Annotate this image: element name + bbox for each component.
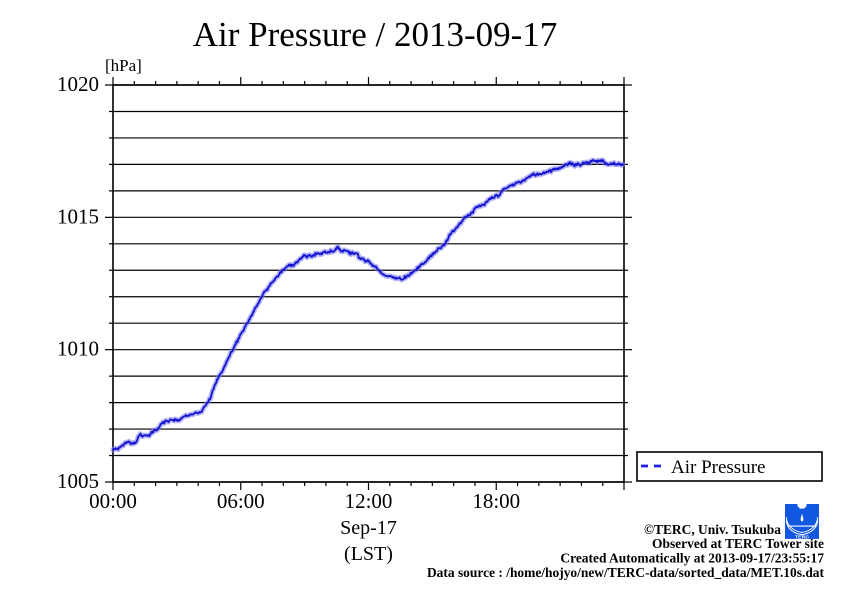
svg-text:(LST): (LST)	[344, 543, 393, 565]
svg-text:Created Automatically at 2013-: Created Automatically at 2013-09-17/23:5…	[560, 551, 824, 566]
svg-text:1015: 1015	[57, 204, 99, 228]
svg-text:Sep-17: Sep-17	[340, 517, 397, 539]
svg-text:06:00: 06:00	[217, 489, 265, 513]
svg-text:1010: 1010	[57, 337, 99, 361]
svg-text:[hPa]: [hPa]	[105, 56, 142, 75]
svg-text:1020: 1020	[57, 72, 99, 96]
svg-text:12:00: 12:00	[345, 489, 393, 513]
svg-text:18:00: 18:00	[472, 489, 520, 513]
svg-text:TERC: TERC	[795, 534, 810, 540]
svg-text:©TERC, Univ. Tsukuba: ©TERC, Univ. Tsukuba	[644, 522, 781, 537]
svg-text:Air Pressure: Air Pressure	[671, 457, 765, 478]
svg-text:Data source : /home/hojyo/new/: Data source : /home/hojyo/new/TERC-data/…	[427, 565, 825, 580]
svg-text:00:00: 00:00	[89, 489, 137, 513]
